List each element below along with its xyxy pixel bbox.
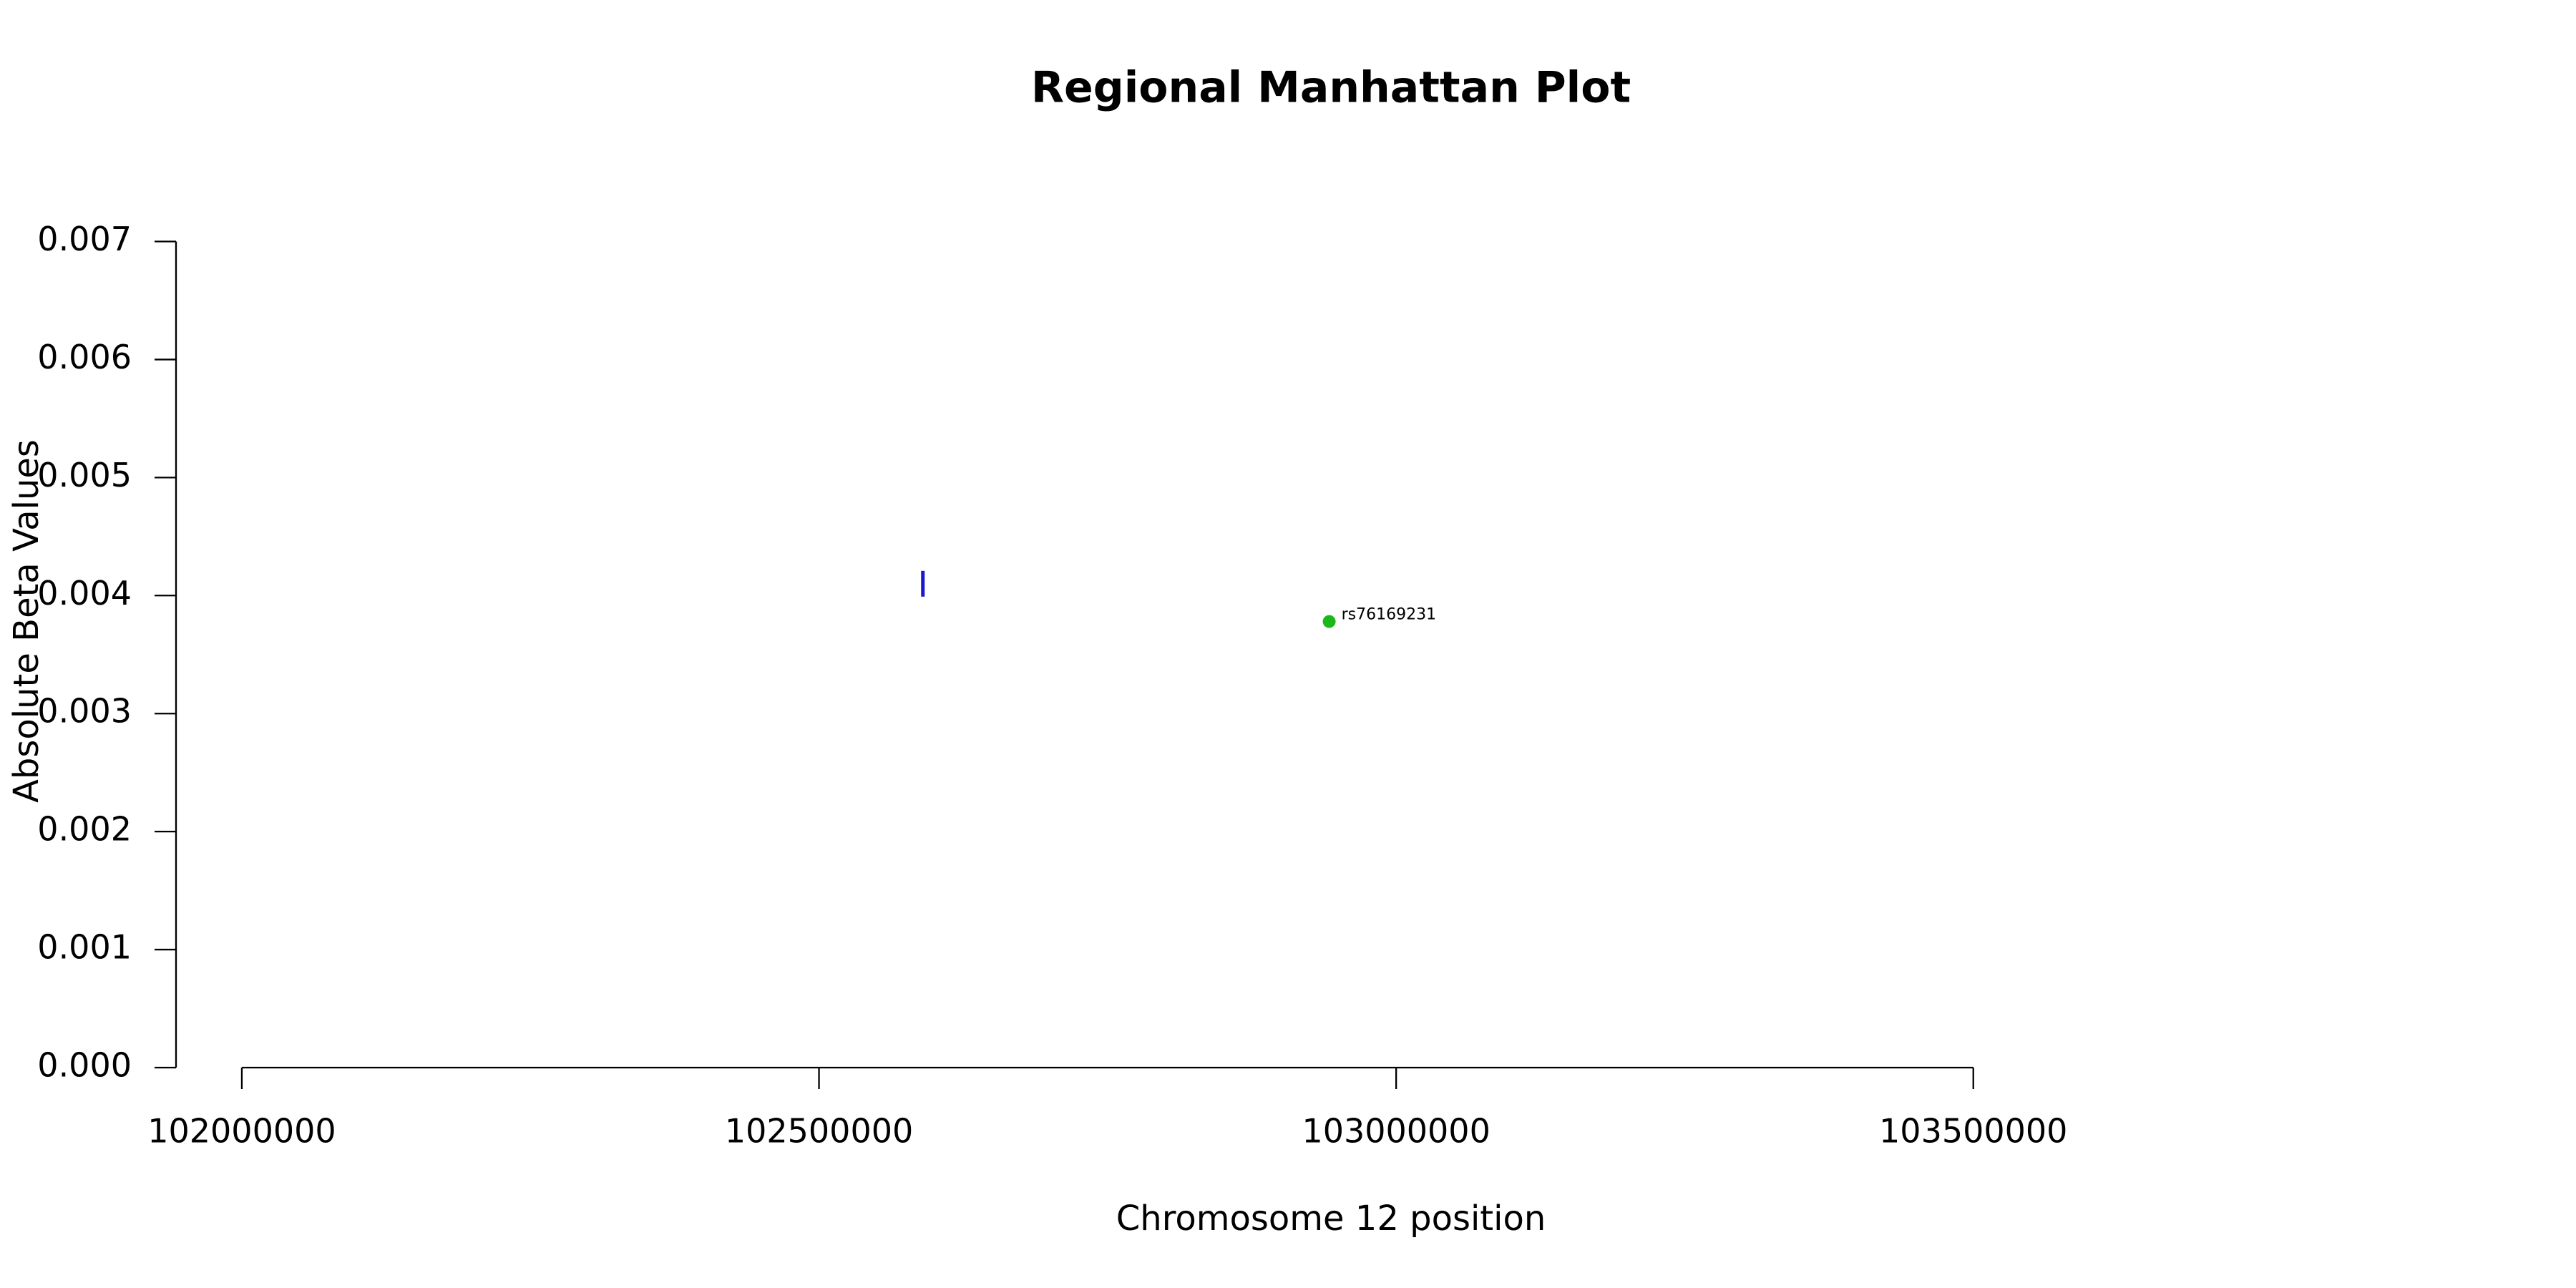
y-tick-label: 0.006 <box>37 338 132 376</box>
x-tick-label: 103000000 <box>1302 1112 1490 1151</box>
y-tick-label: 0.002 <box>37 810 132 849</box>
x-axis-label: Chromosome 12 position <box>1116 1199 1546 1239</box>
chart-title: Regional Manhattan Plot <box>1031 63 1631 113</box>
y-tick-label: 0.007 <box>37 220 132 258</box>
y-tick-label: 0.003 <box>37 692 132 731</box>
point <box>1322 615 1336 628</box>
y-tick-label: 0.001 <box>37 928 132 967</box>
y-axis-label: Absolute Beta Values <box>6 439 47 803</box>
point-label: rs76169231 <box>1342 606 1436 624</box>
x-tick-label: 102500000 <box>725 1112 913 1151</box>
y-tick-label: 0.005 <box>37 456 132 494</box>
x-tick-label: 103500000 <box>1879 1112 2067 1151</box>
y-tick-label: 0.000 <box>37 1046 132 1085</box>
x-tick-label: 102000000 <box>147 1112 336 1151</box>
y-tick-label: 0.004 <box>37 574 132 613</box>
